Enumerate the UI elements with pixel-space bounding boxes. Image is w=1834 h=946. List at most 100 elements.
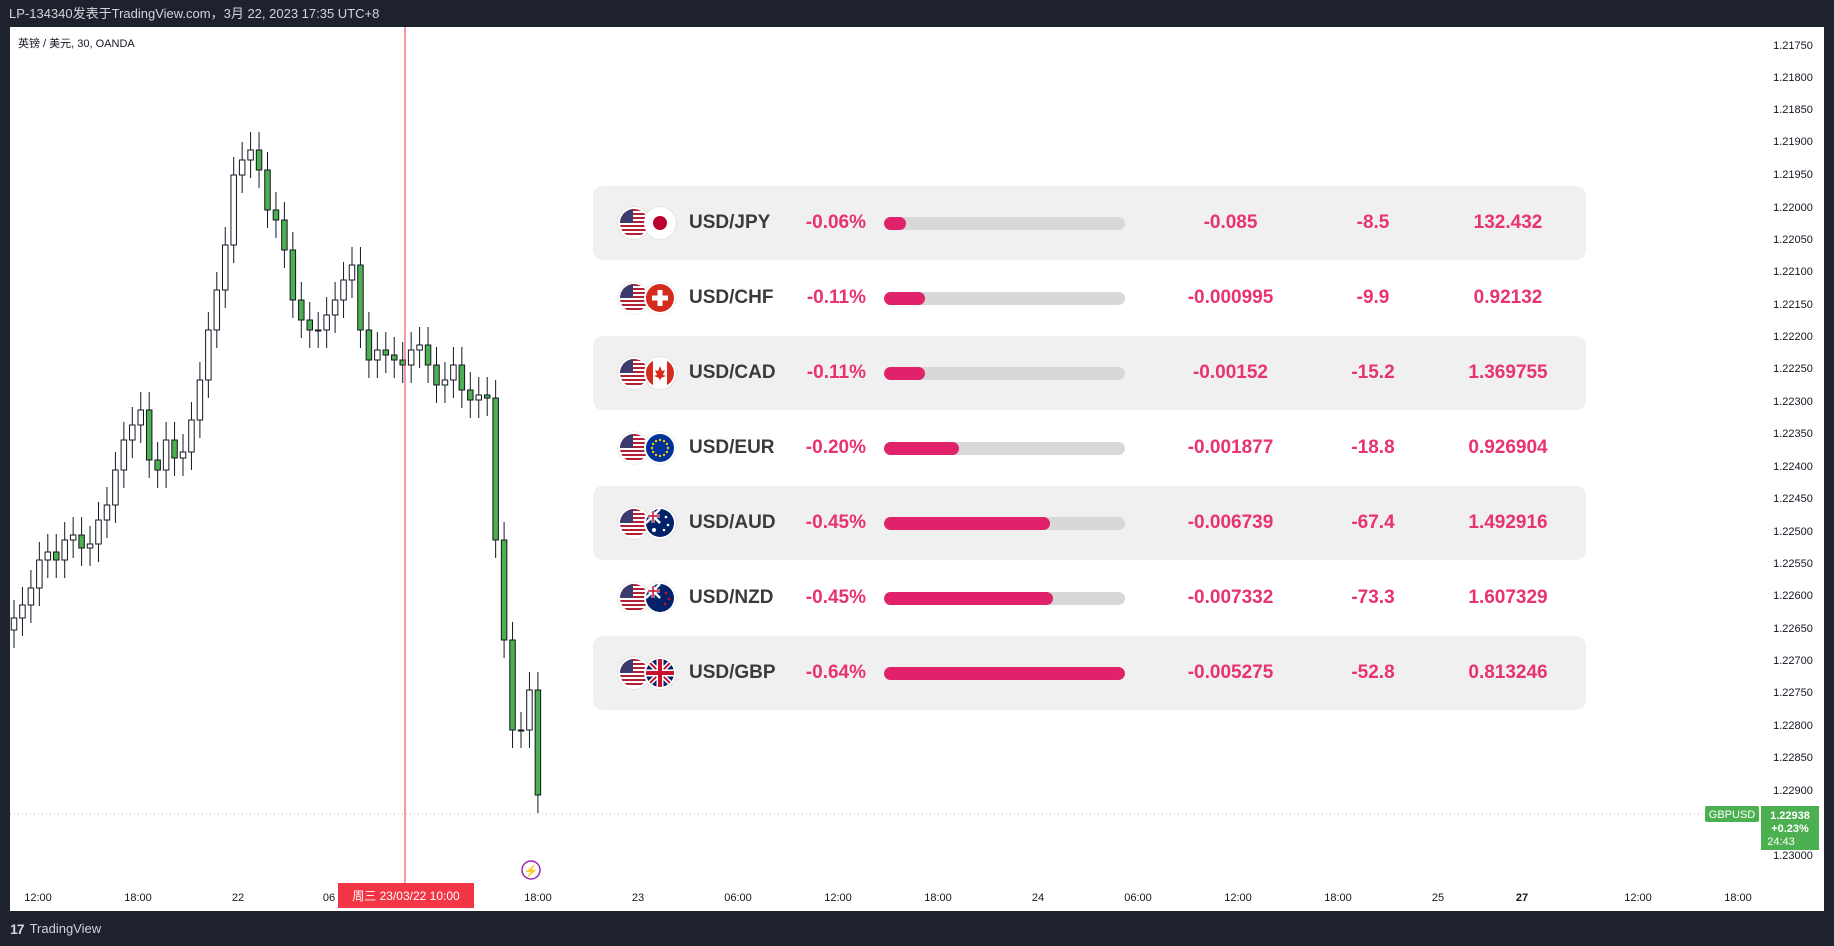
absolute-change: -0.007332 (1187, 587, 1274, 608)
candle-body (86, 543, 94, 549)
au-flag-icon (644, 507, 676, 539)
chart-frame[interactable] (10, 27, 1824, 911)
pair-name: USD/NZD (689, 587, 774, 608)
strength-bar-fill (884, 217, 906, 230)
price-axis-label: 1.23000 (1773, 850, 1813, 862)
time-axis-label: 12:00 (24, 892, 52, 904)
price-axis-label: 1.22450 (1773, 493, 1813, 505)
price-axis-label: 1.22500 (1773, 526, 1813, 538)
candle-body (255, 149, 263, 171)
time-axis-label: 23 (632, 892, 644, 904)
price-axis-label: 1.22900 (1773, 785, 1813, 797)
candle-body (509, 639, 516, 731)
candle-body (483, 394, 491, 399)
candle-body (365, 329, 373, 361)
pair-name: USD/CAD (689, 362, 776, 383)
price-axis-label: 1.22350 (1773, 428, 1813, 440)
candle-body (61, 539, 68, 561)
last-price-change: +0.23% (1771, 823, 1809, 835)
absolute-change: -0.000995 (1187, 287, 1274, 308)
pair-name: USD/AUD (689, 512, 776, 533)
crosshair-time-label: 周三 23/03/22 10:00 (338, 883, 474, 908)
pair-name: USD/EUR (689, 437, 775, 458)
currency-row[interactable]: USD/CAD -0.11% -0.00152 -15.2 1.369755 (593, 336, 1586, 410)
candle-body (129, 424, 136, 441)
price-axis-label: 1.21800 (1773, 72, 1813, 84)
quote-price: 1.369755 (1468, 362, 1548, 383)
currency-row[interactable]: USD/EUR -0.20% -0.001877 -18.8 0.926904 (593, 411, 1586, 485)
price-axis-label: 1.21750 (1773, 40, 1813, 52)
time-axis-label: 12:00 (824, 892, 852, 904)
percent-change: -0.20% (805, 437, 866, 458)
price-axis-label: 1.21850 (1773, 104, 1813, 116)
candle-body (289, 249, 297, 301)
candle-body (112, 469, 119, 506)
currency-row[interactable]: USD/GBP -0.64% -0.005275 -52.8 0.813246 (593, 636, 1586, 710)
strength-bar-fill (884, 367, 925, 380)
time-axis-label: 06:00 (1124, 892, 1152, 904)
crosshair-time-text: 周三 23/03/22 10:00 (352, 889, 460, 903)
eu-flag-icon (644, 432, 676, 464)
tradingview-logo[interactable]: 17 (10, 920, 25, 937)
candle-body (120, 439, 128, 471)
candle-body (298, 299, 305, 321)
candle-body (314, 329, 322, 332)
candle-body (145, 409, 153, 461)
candle-body (78, 534, 85, 549)
price-axis-label: 1.22100 (1773, 266, 1813, 278)
strength-bar (884, 667, 1125, 680)
candle-body (331, 299, 339, 316)
pip-change: -15.2 (1351, 362, 1395, 383)
currency-row[interactable]: USD/CHF -0.11% -0.000995 -9.9 0.92132 (593, 261, 1586, 335)
absolute-change: -0.00152 (1192, 362, 1268, 383)
time-axis-label: 12:00 (1624, 892, 1652, 904)
price-axis-label: 1.22550 (1773, 558, 1813, 570)
percent-change: -0.45% (805, 512, 866, 533)
strength-bar-fill (884, 667, 1125, 680)
price-axis-label: 1.21950 (1773, 169, 1813, 181)
candle-body (188, 419, 195, 453)
currency-row[interactable]: USD/NZD -0.45% -0.007332 -73.3 1.607329 (593, 561, 1586, 635)
pip-change: -73.3 (1351, 587, 1395, 608)
candle-body (306, 319, 313, 331)
us-flag-icon (618, 432, 650, 464)
strength-bar-fill (884, 292, 925, 305)
price-axis-label: 1.22800 (1773, 720, 1813, 732)
candle-body (162, 439, 170, 471)
strength-bar (884, 292, 1125, 305)
time-axis-label: 06 (323, 892, 335, 904)
candle-body (53, 551, 60, 561)
candle-body (382, 349, 390, 356)
currency-row[interactable]: USD/AUD -0.45% -0.006739 -67.4 1.492916 (593, 486, 1586, 560)
candle-body (238, 159, 246, 176)
time-axis-label: 24 (1032, 892, 1044, 904)
ca-flag-icon (644, 357, 676, 389)
jp-flag-icon (644, 207, 676, 239)
candle-body (272, 209, 280, 221)
candle-body (264, 169, 271, 211)
price-axis-label: 1.22300 (1773, 396, 1813, 408)
pip-change: -18.8 (1351, 437, 1395, 458)
footer-bar: 17 TradingView (0, 911, 1834, 946)
lightning-icon: ⚡ (524, 864, 539, 878)
symbol-label[interactable]: 英镑 / 美元, 30, OANDA (18, 38, 135, 50)
time-axis-label: 25 (1432, 892, 1444, 904)
brand-name[interactable]: TradingView (29, 921, 102, 936)
candle-body (222, 244, 229, 291)
window-title: LP-134340发表于TradingView.com，3月 22, 2023 … (9, 6, 380, 21)
time-axis-label: 12:00 (1224, 892, 1252, 904)
price-tag-symbol-text: GBPUSD (1709, 809, 1756, 821)
candle-body (213, 289, 221, 331)
currency-row[interactable]: USD/JPY -0.06% -0.085 -8.5 132.432 (593, 186, 1586, 260)
event-marker[interactable]: ⚡ (521, 860, 541, 880)
candle-body (281, 219, 288, 251)
quote-price: 1.492916 (1468, 512, 1548, 533)
strength-bar (884, 442, 1125, 455)
price-axis: 1.21750 1.21800 1.21850 1.21900 1.21950 1.220… (1773, 40, 1813, 862)
candle-body (323, 314, 330, 331)
price-axis-label: 1.22250 (1773, 363, 1813, 375)
flag-pair (618, 432, 676, 464)
candle-body (205, 329, 212, 381)
candle-body (526, 689, 533, 731)
